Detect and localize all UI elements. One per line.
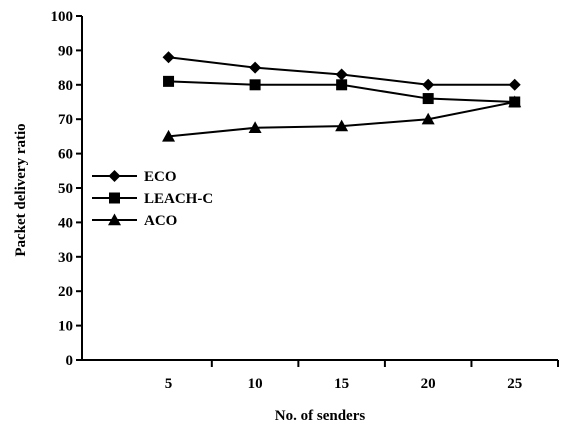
series-group bbox=[162, 51, 522, 142]
data-point-eco bbox=[422, 78, 435, 91]
data-point-aco bbox=[248, 121, 262, 133]
legend-marker-aco bbox=[108, 213, 121, 226]
legend-label-leach-c: LEACH-C bbox=[144, 191, 213, 207]
data-point-leach-c bbox=[163, 75, 175, 87]
y-tick-label: 0 bbox=[66, 353, 74, 369]
x-tick-label: 10 bbox=[248, 376, 263, 392]
y-tick-label: 40 bbox=[58, 215, 73, 231]
ticks: 0 10 20 30 40 50 60 70 80 90 100 5 10 15 20 25 bbox=[51, 9, 559, 392]
y-tick-label: 50 bbox=[58, 181, 73, 197]
x-tick-label: 15 bbox=[334, 376, 349, 392]
legend-marker-eco bbox=[108, 170, 121, 182]
data-point-leach-c bbox=[249, 79, 261, 91]
data-point-leach-c bbox=[336, 79, 348, 91]
y-tick-label: 80 bbox=[58, 78, 73, 94]
x-tick-label: 5 bbox=[165, 376, 173, 392]
data-point-eco bbox=[249, 61, 262, 74]
x-axis-title: No. of senders bbox=[275, 408, 366, 424]
x-tick-label: 20 bbox=[421, 376, 436, 392]
data-point-aco bbox=[421, 112, 435, 125]
data-point-leach-c bbox=[422, 93, 434, 105]
legend-marker-leach-c bbox=[109, 192, 120, 204]
x-tick-label: 25 bbox=[507, 376, 522, 392]
y-tick-label: 60 bbox=[58, 147, 73, 163]
y-axis-title: Packet delivery ratio bbox=[13, 123, 29, 256]
y-tick-label: 20 bbox=[58, 284, 73, 300]
y-tick-label: 90 bbox=[58, 43, 73, 59]
data-point-aco bbox=[335, 119, 349, 132]
data-point-aco bbox=[508, 95, 522, 108]
legend: ECO LEACH-C ACO bbox=[92, 169, 213, 229]
axes bbox=[81, 16, 558, 361]
data-point-aco bbox=[162, 129, 176, 142]
legend-label-aco: ACO bbox=[144, 213, 177, 229]
y-tick-label: 30 bbox=[58, 250, 73, 266]
y-tick-label: 70 bbox=[58, 112, 73, 128]
data-point-eco bbox=[335, 68, 348, 81]
legend-label-eco: ECO bbox=[144, 169, 177, 185]
data-point-eco bbox=[162, 51, 175, 64]
y-tick-label: 100 bbox=[51, 9, 74, 25]
y-tick-label: 10 bbox=[58, 319, 73, 335]
data-point-eco bbox=[508, 78, 521, 91]
